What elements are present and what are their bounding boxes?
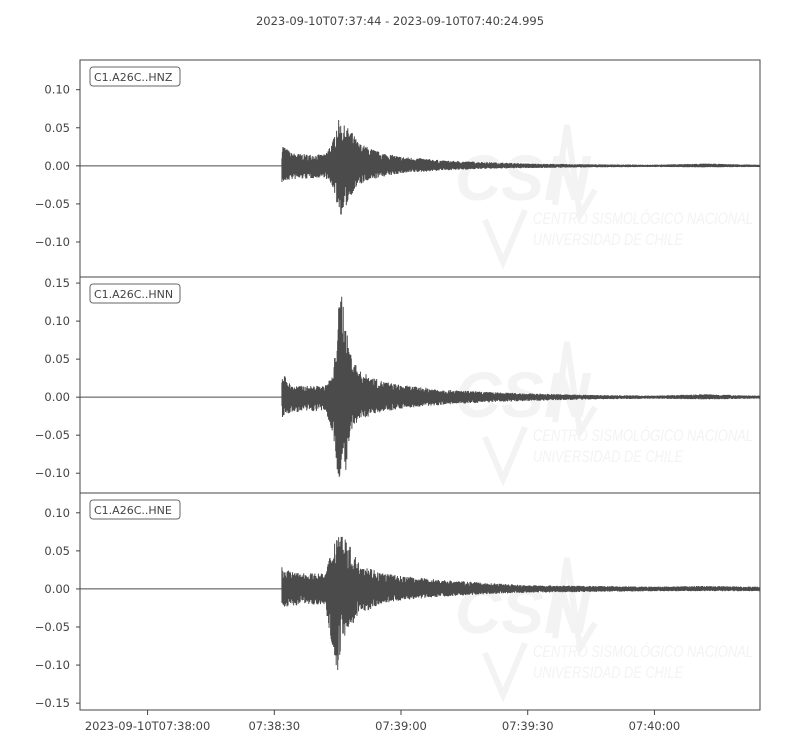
trace-label: C1.A26C..HNE xyxy=(89,499,181,520)
watermark-line1: CENTRO SISMOLÓGICO NACIONAL xyxy=(533,209,753,228)
y-tick-label: −0.05 xyxy=(35,197,70,211)
trace-label-box xyxy=(89,283,181,304)
watermark-line2: UNIVERSIDAD DE CHILE xyxy=(533,230,683,249)
axes-frame xyxy=(79,492,761,711)
y-tick-label: −0.10 xyxy=(35,658,70,672)
trace-label-text: C1.A26C..HNE xyxy=(94,504,172,517)
watermark-w-icon xyxy=(482,208,528,270)
y-tick-label: 0.00 xyxy=(44,390,70,404)
trace-label-box xyxy=(89,499,181,520)
trace-label: C1.A26C..HNN xyxy=(89,283,181,304)
y-tick-label: 0.05 xyxy=(44,121,70,135)
watermark-line2: UNIVERSIDAD DE CHILE xyxy=(533,447,683,466)
trace-label: C1.A26C..HNZ xyxy=(89,66,181,87)
x-tick-label: 2023-09-10T07:38:00 xyxy=(85,719,211,733)
y-tick-label: −0.05 xyxy=(35,428,70,442)
y-tick-label: −0.10 xyxy=(35,466,70,480)
trace-label-box xyxy=(89,66,181,87)
y-tick-label: 0.00 xyxy=(44,582,70,596)
y-tick-label: −0.05 xyxy=(35,620,70,634)
waveform-trace xyxy=(80,296,761,477)
y-tick-label: 0.00 xyxy=(44,159,70,173)
y-tick-label: 0.15 xyxy=(44,276,70,290)
waveform-trace xyxy=(80,536,761,670)
watermark-logo: CSN xyxy=(455,142,592,214)
watermark-w-icon xyxy=(482,641,528,703)
trace-label-text: C1.A26C..HNZ xyxy=(94,71,173,84)
y-tick-label: −0.15 xyxy=(35,696,70,710)
x-tick-label: 07:38:30 xyxy=(248,719,300,733)
waveform-trace xyxy=(80,120,761,215)
watermark-line1: CENTRO SISMOLÓGICO NACIONAL xyxy=(533,642,753,661)
y-tick-label: 0.10 xyxy=(44,506,70,520)
trace-label-text: C1.A26C..HNN xyxy=(94,288,173,301)
y-tick-label: 0.10 xyxy=(44,83,70,97)
y-tick-label: −0.10 xyxy=(35,235,70,249)
y-tick-label: 0.10 xyxy=(44,314,70,328)
y-tick-label: 0.05 xyxy=(44,544,70,558)
x-tick-label: 07:39:00 xyxy=(375,719,427,733)
watermark-line2: UNIVERSIDAD DE CHILE xyxy=(533,663,683,682)
watermark-wave-icon xyxy=(552,341,598,441)
watermark-wave-icon xyxy=(552,557,598,657)
watermark-line1: CENTRO SISMOLÓGICO NACIONAL xyxy=(533,426,753,445)
y-tick-label: 0.05 xyxy=(44,352,70,366)
watermark-w-icon xyxy=(482,425,528,487)
chart-title: 2023-09-10T07:37:44 - 2023-09-10T07:40:2… xyxy=(256,14,544,28)
x-tick-label: 07:40:00 xyxy=(629,719,681,733)
x-tick-label: 07:39:30 xyxy=(502,719,554,733)
